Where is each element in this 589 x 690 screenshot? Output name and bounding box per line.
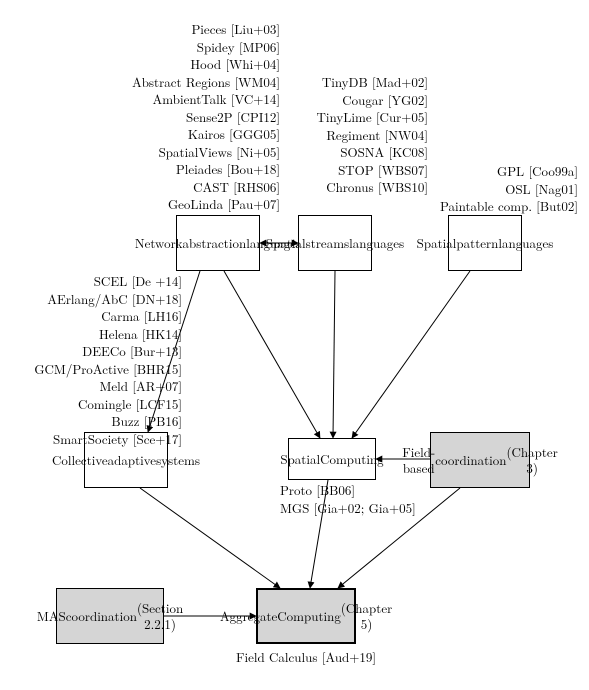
ref-line: SCEL [De +14]	[34, 272, 182, 290]
node-line: pattern	[456, 235, 498, 251]
node-line: (Chapter 3)	[506, 444, 557, 477]
edge-cas-agg	[140, 488, 280, 588]
ref-line: Regiment [NW04]	[317, 126, 428, 144]
ref-line: CAST [RHS06]	[132, 178, 280, 196]
node-line: adaptive	[108, 452, 156, 468]
ref-line: TinyDB [Mad+02]	[317, 73, 428, 91]
ref-line: Buzz [PB16]	[34, 412, 182, 430]
node-field-based: Field-basedcoordination(Chapter 3)	[430, 432, 530, 488]
ref-line: Comingle [LCF15]	[34, 395, 182, 413]
node-line: languages	[349, 235, 404, 251]
node-mas-coordination: MAScoordination(Section 2.2.1)	[56, 588, 164, 644]
edge-ss-sc	[333, 271, 335, 438]
edge-na-sc	[224, 271, 320, 438]
ref-line: Abstract Regions [WM04]	[132, 73, 280, 91]
refs-spatial-pattern: GPL [Coo99a]OSL [Nag01]Paintable comp. […	[440, 162, 578, 215]
node-line: Spatial	[280, 451, 320, 467]
node-aggregate-computing: AggregateComputing(Chapter 5)	[256, 588, 356, 644]
refs-spatial-streams: TinyDB [Mad+02]Cougar [YG02]TinyLime [Cu…	[317, 73, 428, 196]
ref-line: MGS [Gia+02; Gia+05]	[280, 499, 416, 517]
node-line: Field-based	[402, 444, 435, 477]
node-spatial-streams: Spatialstreamslanguages	[298, 215, 372, 271]
refs-collective-adaptive: SCEL [De +14]AErlang/AbC [DN+18]Carma [L…	[34, 272, 182, 447]
ref-line: SmartSociety [Sce+17]	[34, 430, 182, 448]
node-line: Spatial	[266, 235, 306, 251]
node-line: (Section 2.2.1)	[137, 600, 183, 633]
ref-line: DEECo [Bur+13]	[34, 342, 182, 360]
node-line: coordination	[66, 608, 137, 624]
node-line: MAS	[37, 608, 66, 624]
ref-line: AmbientTalk [VC+14]	[132, 90, 280, 108]
ref-line: Field Calculus [Aud+19]	[206, 648, 406, 666]
ref-line: GPL [Coo99a]	[440, 162, 578, 180]
ref-line: Meld [AR+07]	[34, 377, 182, 395]
ref-line: GeoLinda [Pau+07]	[132, 195, 280, 213]
ref-line: Hood [Whi+04]	[132, 55, 280, 73]
diagram-canvas: Networkabstractionlanguages Spatialstrea…	[0, 0, 589, 690]
ref-line: GCM/ProActive [BHR15]	[34, 360, 182, 378]
ref-line: Chronus [WBS10]	[317, 178, 428, 196]
ref-line: SOSNA [KC08]	[317, 143, 428, 161]
node-spatial-pattern: Spatialpatternlanguages	[448, 215, 522, 271]
ref-line: TinyLime [Cur+05]	[317, 108, 428, 126]
ref-line: Helena [HK14]	[34, 325, 182, 343]
node-line: Spatial	[417, 235, 457, 251]
ref-line: Proto [BB06]	[280, 481, 416, 499]
edge-sp-sc	[352, 271, 470, 438]
refs-field-calculus: Field Calculus [Aud+19]	[206, 648, 406, 666]
node-line: streams	[306, 235, 350, 251]
ref-line: Pleiades [Bou+18]	[132, 160, 280, 178]
ref-line: Spidey [MP06]	[132, 38, 280, 56]
node-spatial-computing: SpatialComputing	[288, 438, 376, 480]
ref-line: Cougar [YG02]	[317, 91, 428, 109]
node-line: languages	[498, 235, 553, 251]
refs-spatial-computing: Proto [BB06]MGS [Gia+02; Gia+05]	[280, 481, 416, 516]
ref-line: Pieces [Liu+03]	[132, 20, 280, 38]
node-line: systems	[156, 452, 200, 468]
node-line: coordination	[435, 452, 506, 468]
node-line: Network	[135, 235, 183, 251]
node-line: Aggregate	[220, 608, 277, 624]
ref-line: Carma [LH16]	[34, 307, 182, 325]
node-network-abstraction: Networkabstractionlanguages	[176, 215, 260, 271]
ref-line: Paintable comp. [But02]	[440, 197, 578, 215]
ref-line: STOP [WBS07]	[317, 161, 428, 179]
ref-line: Kairos [GGG05]	[132, 125, 280, 143]
ref-line: SpatialViews [Ni+05]	[132, 143, 280, 161]
node-line: Collective	[52, 452, 108, 468]
node-line: Computing	[277, 608, 341, 624]
ref-line: AErlang/AbC [DN+18]	[34, 290, 182, 308]
ref-line: OSL [Nag01]	[440, 180, 578, 198]
node-line: abstraction	[183, 235, 247, 251]
node-line: (Chapter 5)	[341, 600, 392, 633]
refs-network-abstraction: Pieces [Liu+03]Spidey [MP06]Hood [Whi+04…	[132, 20, 280, 213]
ref-line: Sense2P [CPI12]	[132, 108, 280, 126]
node-line: Computing	[320, 451, 384, 467]
